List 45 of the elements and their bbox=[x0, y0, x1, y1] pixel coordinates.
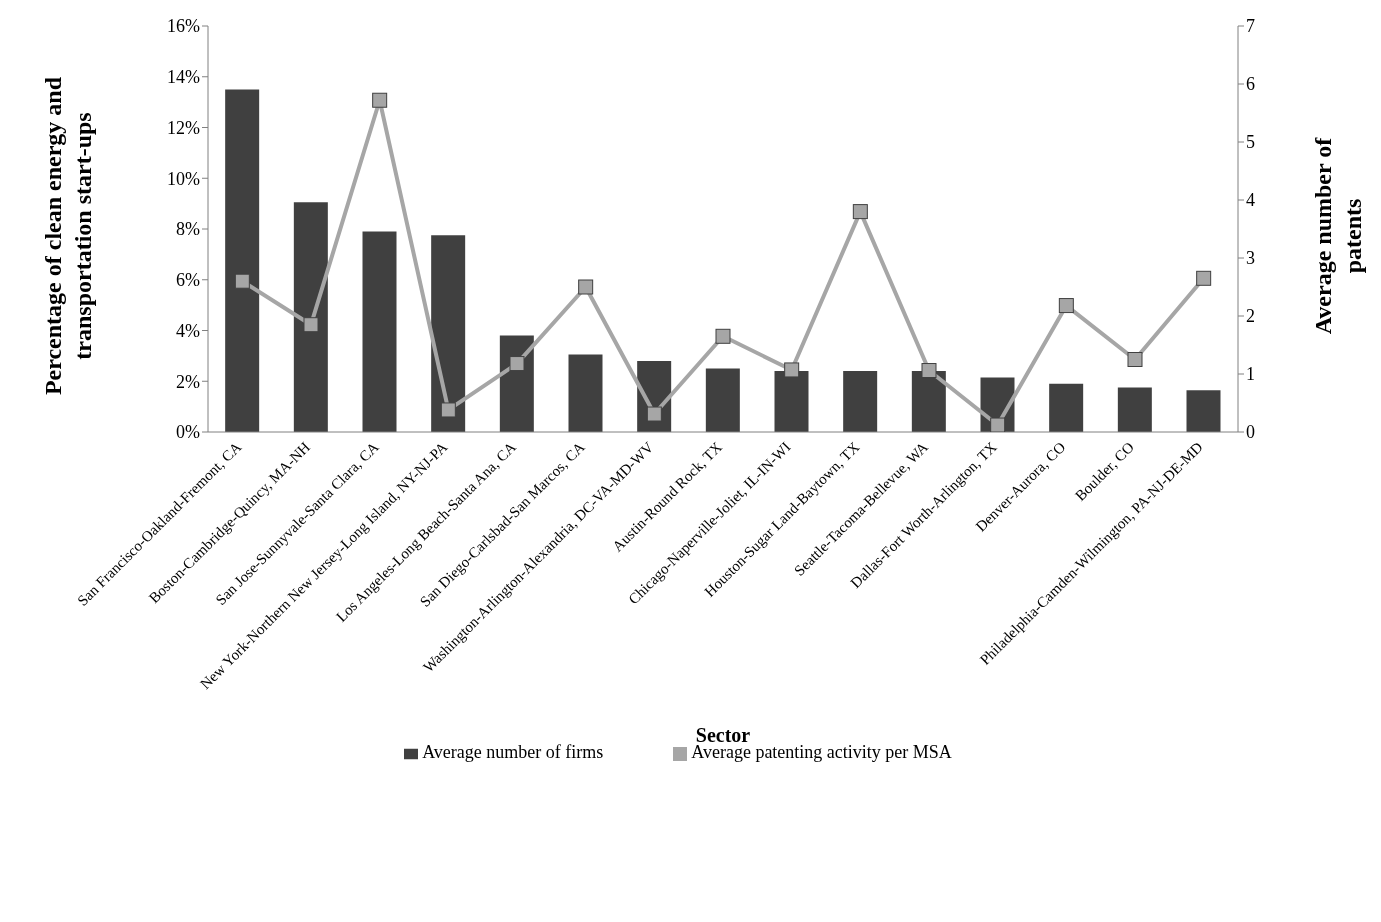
y-tick-label: 6% bbox=[176, 270, 200, 291]
y-tick-label: 10% bbox=[167, 168, 200, 189]
point bbox=[509, 356, 525, 372]
y-tick-label: 8% bbox=[176, 219, 200, 240]
bar bbox=[431, 235, 466, 432]
y2-tick-label: 2 bbox=[1246, 306, 1255, 327]
y-tick-label: 16% bbox=[167, 16, 200, 37]
point bbox=[1058, 298, 1074, 314]
y-tick-label: 14% bbox=[167, 67, 200, 88]
y2-tick-label: 5 bbox=[1246, 132, 1255, 153]
point bbox=[1127, 352, 1143, 367]
y2-tick-label: 6 bbox=[1246, 74, 1255, 95]
point bbox=[852, 204, 868, 220]
point bbox=[440, 402, 456, 418]
y2-tick-label: 1 bbox=[1246, 364, 1255, 385]
y-tick-label: 12% bbox=[167, 117, 200, 138]
bar bbox=[1049, 383, 1084, 432]
bar bbox=[843, 371, 878, 432]
point bbox=[1196, 270, 1212, 286]
y2-tick-label: 3 bbox=[1246, 248, 1255, 269]
y2-axis-title: Average number of patents bbox=[1309, 136, 1367, 337]
bar bbox=[568, 354, 603, 432]
point bbox=[784, 362, 800, 378]
point bbox=[234, 273, 250, 289]
y-tick-label: 4% bbox=[176, 320, 200, 341]
point bbox=[715, 328, 731, 344]
point bbox=[646, 406, 662, 422]
point bbox=[921, 363, 937, 379]
y2-tick-label: 7 bbox=[1246, 16, 1255, 37]
y-axis-title: Percentage of clean energy and transportation start-ups bbox=[40, 76, 96, 396]
y-tick-label: 2% bbox=[176, 371, 200, 392]
point bbox=[990, 417, 1006, 432]
y-tick-label: 0% bbox=[176, 422, 200, 443]
point bbox=[372, 92, 388, 108]
bar bbox=[1117, 387, 1152, 432]
bar bbox=[705, 368, 740, 432]
legend-label: Average number of firms bbox=[422, 742, 604, 762]
y2-tick-label: 4 bbox=[1246, 190, 1255, 211]
bar bbox=[293, 202, 328, 432]
y2-tick-label: 0 bbox=[1246, 422, 1255, 443]
point bbox=[303, 317, 319, 333]
bar bbox=[1186, 390, 1221, 432]
bar bbox=[225, 89, 260, 432]
bar bbox=[362, 231, 397, 432]
point bbox=[578, 279, 594, 295]
